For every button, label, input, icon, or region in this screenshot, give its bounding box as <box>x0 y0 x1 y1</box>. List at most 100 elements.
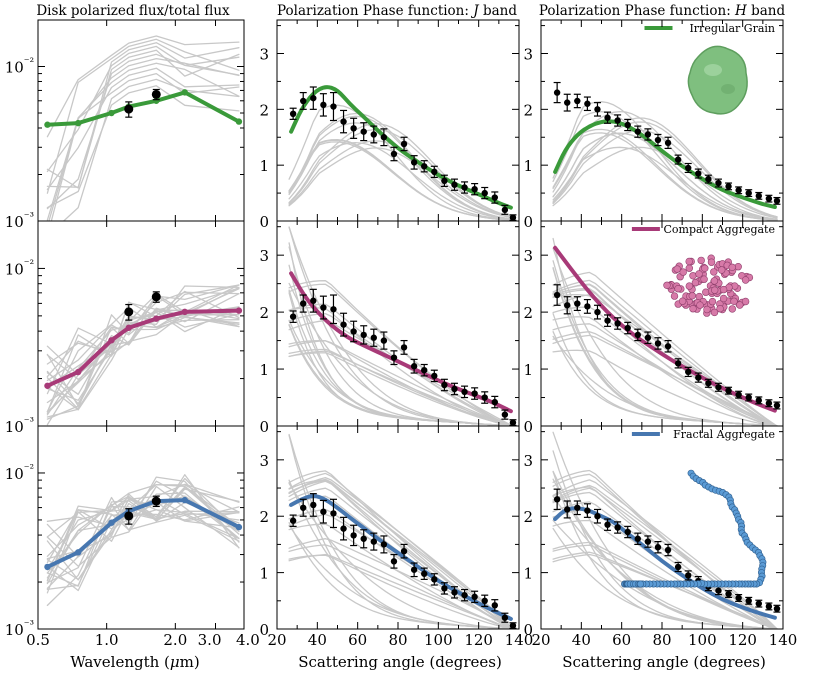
data-point <box>755 600 762 607</box>
data-point <box>564 302 571 309</box>
observation-point <box>289 107 297 120</box>
data-point <box>400 344 408 351</box>
y-tick-label: 3 <box>259 452 269 470</box>
data-point <box>289 313 297 320</box>
x-tick-label: 20 <box>267 631 286 649</box>
model-curve-grey <box>48 57 240 221</box>
observation-point <box>420 567 428 580</box>
y-tick-label: 10⁻³ <box>5 415 34 436</box>
y-tick-label: 10⁻² <box>5 257 34 278</box>
aggregate-sphere <box>703 305 711 314</box>
x-tick-label: 120 <box>728 631 757 649</box>
data-point <box>664 139 672 147</box>
x-tick-label: 40 <box>308 631 327 649</box>
aggregate-sphere <box>702 288 710 296</box>
data-point <box>664 546 672 554</box>
data-point <box>340 118 347 125</box>
data-point <box>584 507 591 514</box>
axes-frame <box>37 425 245 630</box>
model-curve-grey <box>552 110 778 221</box>
observation-point <box>725 386 733 395</box>
observation-point <box>501 612 509 623</box>
observation-point <box>491 191 499 204</box>
aggregate-sphere <box>689 305 697 313</box>
observation-point <box>360 529 368 549</box>
data-point <box>289 110 297 118</box>
data-point <box>614 320 621 327</box>
aggregate-sphere <box>700 275 708 283</box>
best-fit-marker <box>44 563 51 571</box>
y-tick-label: 3 <box>523 247 533 265</box>
aggregate-sphere <box>736 301 744 309</box>
data-point <box>705 380 712 387</box>
observation-point <box>410 155 418 170</box>
observation-point <box>461 588 469 602</box>
model-curve-grey <box>288 112 514 221</box>
model-curve-grey <box>288 283 514 426</box>
observation-point <box>319 93 327 117</box>
observation-point <box>400 543 408 559</box>
data-point <box>594 513 601 520</box>
aggregate-sphere <box>674 285 682 293</box>
observation-point <box>501 409 509 420</box>
observation-point <box>370 532 378 551</box>
observation-point <box>360 325 368 345</box>
h-band-panel-plot <box>552 237 778 426</box>
observation-point <box>450 586 458 599</box>
observation-point <box>654 133 662 147</box>
data-point <box>755 192 762 200</box>
data-point <box>350 532 357 539</box>
best-fit-marker <box>235 523 243 531</box>
model-curve-grey <box>552 121 778 218</box>
data-point <box>370 131 377 138</box>
model-curve-grey <box>288 123 514 218</box>
observation-point <box>319 295 327 320</box>
model-curve-grey <box>552 146 778 221</box>
aggregate-sphere <box>708 297 717 306</box>
aggregate-sphere <box>707 258 716 266</box>
data-point <box>431 372 438 380</box>
data-point <box>644 131 652 138</box>
data-point <box>441 381 448 389</box>
observation-point <box>604 111 612 124</box>
observation-point <box>151 291 161 303</box>
aggregate-sphere <box>728 305 736 313</box>
observation-point <box>674 154 682 165</box>
observation-point <box>694 168 702 179</box>
observation-point <box>491 599 499 612</box>
observation-point <box>390 146 398 162</box>
observation-point <box>664 339 672 353</box>
data-point <box>674 563 682 571</box>
observation-point <box>604 518 612 531</box>
data-point <box>654 340 662 347</box>
observation-point <box>745 393 753 402</box>
data-point <box>745 597 752 605</box>
column-title-h-band: Polarization Phase function: H band <box>539 3 786 19</box>
best-fit-marker <box>125 324 132 331</box>
data-point <box>654 544 662 551</box>
flux-panel-plot <box>44 474 243 607</box>
observation-point <box>481 186 489 200</box>
irregular-grain-icon <box>687 45 748 115</box>
best-fit-marker <box>108 109 115 117</box>
data-point <box>654 136 662 144</box>
legend-label: Compact Aggregate <box>664 223 775 236</box>
y-tick-label: 2 <box>523 101 533 119</box>
observation-point <box>461 385 469 399</box>
model-curve-grey <box>552 313 778 426</box>
x-tick-label: 3.0 <box>198 631 222 649</box>
y-tick-label: 0 <box>523 213 533 231</box>
model-curve-grey <box>46 496 240 538</box>
data-point <box>745 189 752 197</box>
model-curve-grey <box>46 493 240 527</box>
model-curve-grey <box>46 486 240 607</box>
observation-point <box>340 516 348 541</box>
data-point <box>674 156 682 163</box>
observation-point <box>573 500 581 516</box>
x-tick-label: 140 <box>505 631 534 649</box>
aggregate-sphere <box>710 268 718 276</box>
observation-point <box>430 573 438 586</box>
observation-point <box>644 128 652 141</box>
y-tick-label: 1 <box>259 157 269 175</box>
model-curve-grey <box>552 349 778 426</box>
